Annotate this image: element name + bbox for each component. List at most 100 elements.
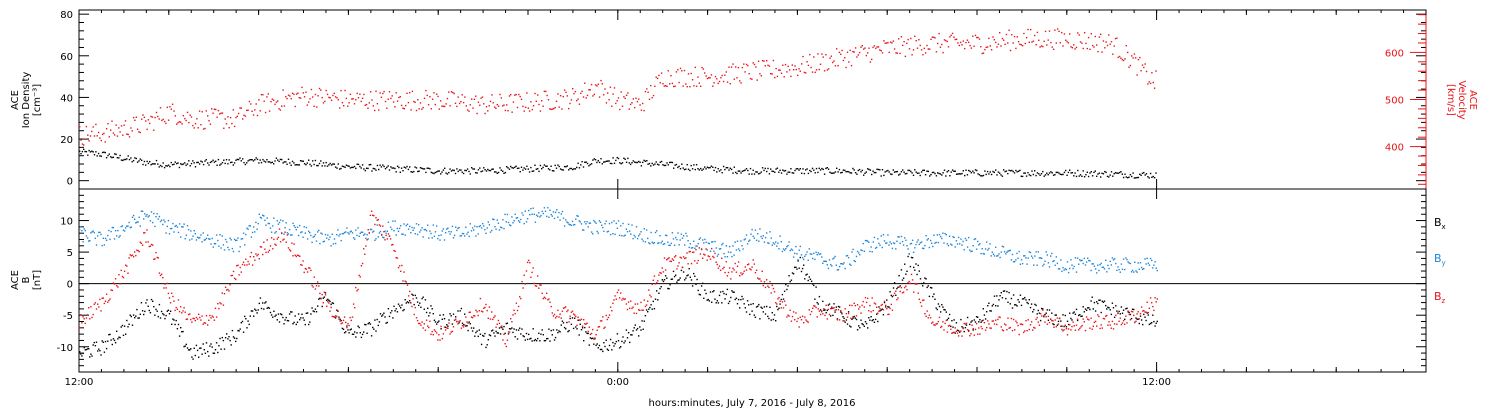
data-point-bz (640, 301, 642, 304)
data-point-velocity (308, 101, 310, 103)
data-point-bx (85, 348, 88, 351)
data-point-velocity (577, 98, 579, 100)
data-point-velocity (1050, 41, 1052, 44)
data-point-by (580, 223, 583, 225)
data-point-bz (168, 297, 171, 299)
data-point-density (1042, 170, 1044, 173)
data-point-velocity (873, 45, 876, 47)
data-point-bx (760, 306, 762, 308)
data-point-by (911, 239, 914, 241)
data-point-density (864, 172, 866, 174)
data-point-bz (1032, 329, 1034, 331)
data-point-bx (120, 326, 122, 328)
data-point-density (180, 163, 182, 165)
data-point-bx (889, 291, 891, 293)
data-point-bz (393, 249, 395, 252)
data-point-bx (789, 280, 791, 283)
data-point-bx (712, 291, 714, 293)
data-point-by (548, 216, 550, 218)
data-point-density (440, 173, 442, 175)
data-point-bz (506, 339, 509, 341)
data-point-bz (130, 255, 132, 257)
data-point-by (991, 251, 993, 253)
data-point-by (458, 226, 460, 229)
data-point-by (82, 241, 84, 243)
data-point-bz (578, 319, 580, 321)
data-point-bx (251, 310, 254, 312)
data-point-bx (231, 329, 234, 332)
data-point-bx (332, 302, 335, 305)
data-point-velocity (832, 61, 834, 64)
data-point-bx (750, 303, 752, 306)
data-point-bz (707, 255, 709, 257)
data-point-bz (791, 315, 794, 318)
data-point-by (517, 220, 520, 222)
data-point-bx (369, 323, 372, 325)
data-point-velocity (302, 92, 304, 94)
data-point-velocity (180, 121, 182, 123)
data-point-by (963, 249, 965, 251)
data-point-by (1001, 245, 1004, 247)
data-point-bz (1005, 324, 1007, 326)
data-point-density (638, 160, 640, 163)
data-point-density (770, 168, 772, 170)
data-point-velocity (523, 110, 525, 112)
data-point-density (80, 153, 82, 155)
data-point-bz (322, 302, 324, 304)
data-point-velocity (941, 43, 943, 46)
data-point-bz (667, 258, 669, 260)
data-point-bz (266, 239, 268, 241)
data-point-density (995, 169, 997, 171)
data-point-density (450, 170, 453, 172)
data-point-by (1069, 267, 1071, 270)
data-point-bz (326, 305, 328, 307)
data-point-by (997, 254, 999, 257)
data-point-density (200, 160, 202, 162)
data-point-by (778, 248, 780, 250)
data-point-bx (922, 285, 924, 287)
data-point-bz (448, 322, 450, 324)
data-point-by (1118, 268, 1120, 271)
data-point-bx (84, 349, 86, 351)
data-point-bz (348, 324, 350, 327)
data-point-density (120, 159, 123, 161)
data-point-bz (603, 327, 605, 329)
density-tick-label: 60 (60, 52, 73, 63)
data-point-bz (907, 282, 909, 284)
data-point-density (619, 162, 621, 164)
data-point-bx (696, 278, 698, 281)
data-point-bz (651, 283, 653, 286)
data-point-by (453, 234, 456, 237)
data-point-velocity (1132, 57, 1134, 59)
data-point-by (905, 239, 907, 241)
data-point-velocity (643, 109, 645, 112)
data-point-bz (1009, 326, 1011, 329)
data-point-density (259, 159, 261, 161)
data-point-bz (1079, 327, 1081, 330)
data-point-by (771, 244, 773, 246)
data-point-bx (758, 303, 760, 306)
data-point-bx (172, 318, 174, 320)
data-point-bx (226, 333, 228, 335)
data-point-by (556, 209, 558, 211)
data-point-bx (849, 325, 851, 327)
data-point-density (171, 164, 174, 166)
data-point-bz (303, 271, 305, 274)
data-point-bx (306, 312, 309, 314)
data-point-bx (592, 337, 594, 339)
data-point-by (1097, 264, 1099, 266)
data-point-density (418, 170, 420, 172)
data-point-density (328, 164, 330, 166)
data-point-bx (740, 298, 742, 301)
data-point-bx (412, 294, 414, 296)
data-point-bz (1047, 315, 1050, 318)
data-point-by (689, 243, 691, 245)
data-point-velocity (1061, 31, 1063, 34)
data-point-by (88, 240, 90, 242)
data-point-velocity (313, 105, 315, 107)
data-point-by (842, 263, 844, 265)
data-point-bx (321, 305, 323, 308)
data-point-by (717, 253, 720, 256)
data-point-bz (757, 277, 759, 279)
data-point-by (478, 225, 480, 228)
